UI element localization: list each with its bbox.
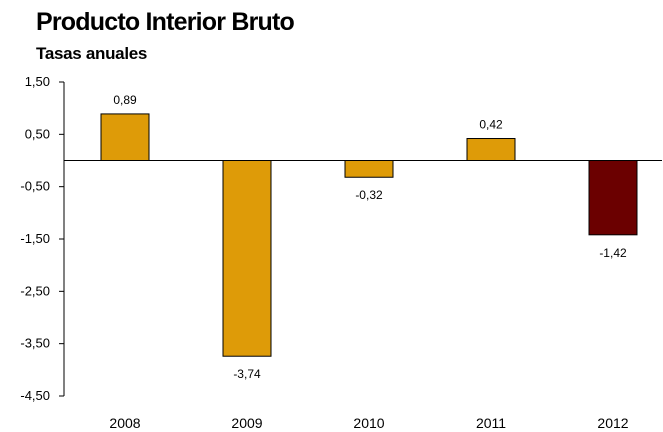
y-tick-label: -2,50 [20,283,50,298]
bar-2008 [100,113,150,161]
bars [100,113,638,357]
data-label-2011: 0,42 [479,118,503,132]
y-tick-label: -0,50 [20,179,50,194]
bar-2012 [588,160,638,236]
x-axis: 2008 2009 2010 2011 2012 [64,160,662,431]
y-axis: 1,50 0,50 -0,50 -1,50 -2,50 -3,50 -4,50 [20,74,65,403]
y-tick-label: 1,50 [25,74,50,89]
data-label-2008: 0,89 [113,93,137,107]
data-labels: 0,89 -3,74 -0,32 0,42 -1,42 [113,93,627,381]
y-tick-label: -1,50 [20,231,50,246]
bar-2010 [344,160,394,178]
data-label-2012: -1,42 [599,246,627,260]
data-label-2010: -0,32 [355,188,383,202]
x-tick-label: 2010 [353,415,384,431]
chart-subtitle: Tasas anuales [36,44,148,63]
data-label-2009: -3,74 [233,367,261,381]
x-tick-label: 2011 [476,415,506,431]
y-tick-label: 0,50 [25,126,50,141]
bar-2011 [466,138,516,162]
chart-title: Producto Interior Bruto [36,8,295,36]
x-tick-label: 2009 [231,415,262,431]
y-tick-label: -4,50 [20,388,50,403]
x-tick-label: 2012 [597,415,628,431]
x-tick-label: 2008 [109,415,140,431]
y-tick-label: -3,50 [20,336,50,351]
bar-2009 [222,160,272,357]
